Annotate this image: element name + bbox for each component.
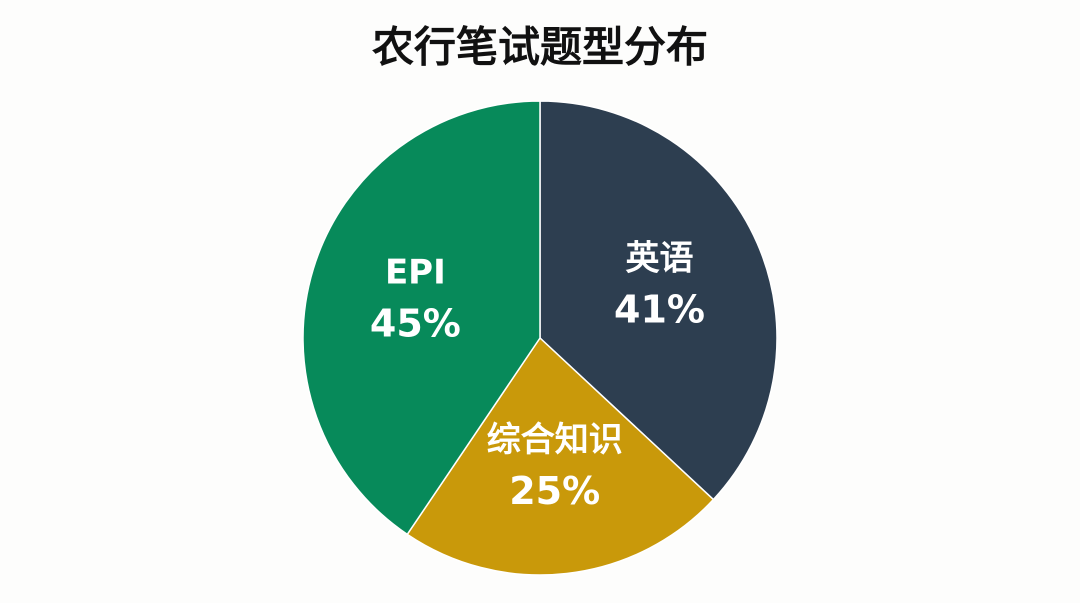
pie-slice [539, 100, 778, 501]
slice-value-label: 41% [614, 287, 705, 331]
slice-value-label: 45% [370, 301, 461, 345]
pie-slice [406, 336, 715, 576]
slice-label: 英语 [626, 238, 694, 278]
slice-label: EPI [385, 252, 446, 292]
slice-label: 综合知识 [487, 420, 623, 460]
slice-value-label: 25% [509, 469, 600, 513]
chart-title: 农行笔试题型分布 [372, 23, 708, 72]
pie-slice [302, 100, 541, 536]
